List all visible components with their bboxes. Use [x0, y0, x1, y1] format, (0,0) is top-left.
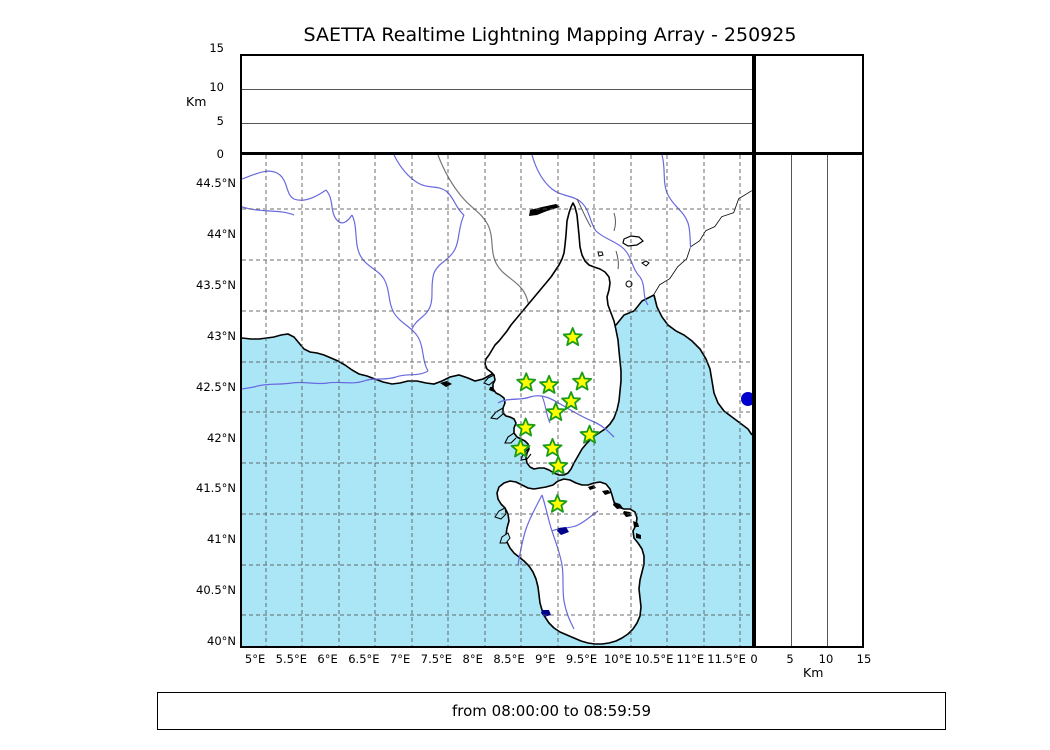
corner-panel[interactable]	[754, 54, 864, 154]
station-marker	[547, 493, 568, 513]
map-xtick-11: 10.5°E	[634, 652, 674, 666]
map-xtick-12: 11°E	[676, 652, 705, 666]
map-ytick-0: 44.5°N	[196, 176, 236, 191]
station-marker	[548, 455, 569, 475]
top-panel-ytick-0: 0	[216, 146, 224, 161]
map-graphic	[242, 155, 752, 646]
right-panel-xtick-5: 5	[786, 652, 794, 666]
page-title: SAETTA Realtime Lightning Mapping Array …	[303, 24, 797, 46]
map-xtick-13: 11.5°E	[707, 652, 746, 666]
station-marker	[510, 438, 531, 458]
map-xtick-10: 10°E	[603, 652, 632, 666]
gridline-10km-vertical	[826, 155, 828, 646]
map-ytick-5: 42°N	[207, 430, 236, 445]
top-panel-axis-label-km: Km	[186, 94, 207, 109]
map-xtick-9: 9.5°E	[565, 652, 598, 666]
station-marker	[562, 327, 583, 347]
station-marker	[542, 437, 563, 457]
station-marker	[539, 374, 560, 394]
map-xtick-4: 7°E	[389, 652, 411, 666]
right-panel-xtick-15: 15	[856, 652, 872, 666]
gridline-10km	[242, 89, 752, 91]
map-xtick-6: 8°E	[462, 652, 483, 666]
gridline-5km	[242, 122, 752, 124]
map-xtick-3: 6.5°E	[348, 652, 380, 666]
map-xtick-2: 6°E	[317, 652, 338, 666]
map-ytick-7: 41°N	[207, 532, 236, 547]
station-marker	[516, 372, 537, 392]
map-xtick-5: 7.5°E	[420, 652, 453, 666]
right-panel-xtick-0: 0	[750, 652, 758, 666]
station-marker	[545, 401, 566, 421]
station-markers	[510, 327, 600, 513]
station-marker	[579, 424, 600, 444]
top-panel-ytick-15: 15	[209, 41, 224, 55]
map-xtick-0: 5°E	[244, 652, 266, 666]
map-ytick-2: 43.5°N	[196, 278, 236, 293]
map-panel[interactable]	[240, 153, 754, 648]
right-panel-axis-label-km: Km	[803, 665, 824, 680]
map-ytick-6: 41.5°N	[196, 481, 236, 496]
right-panel-xtick-10: 10	[818, 652, 834, 666]
station-marker	[515, 417, 536, 437]
map-ytick-3: 43°N	[207, 328, 236, 343]
map-ytick-8: 40.5°N	[196, 583, 236, 598]
altitude-longitude-panel[interactable]	[240, 54, 754, 154]
station-marker	[572, 371, 593, 391]
map-xtick-8: 9°E	[535, 652, 556, 666]
map-ytick-1: 44°N	[207, 227, 236, 242]
gridline-5km-vertical	[791, 155, 793, 646]
top-panel-ytick-10: 10	[209, 80, 224, 95]
map-ytick-4: 42.5°N	[196, 379, 236, 394]
status-bar[interactable]: from 08:00:00 to 08:59:59	[157, 692, 946, 730]
station-marker	[561, 391, 581, 411]
altitude-latitude-panel[interactable]	[754, 153, 864, 648]
map-xtick-1: 5.5°E	[275, 652, 307, 666]
status-bar-text: from 08:00:00 to 08:59:59	[451, 702, 651, 720]
map-xtick-7: 8.5°E	[493, 652, 525, 666]
map-ytick-9: 40°N	[207, 633, 236, 648]
top-panel-ytick-5: 5	[216, 113, 224, 128]
array-center-dot	[741, 392, 752, 406]
